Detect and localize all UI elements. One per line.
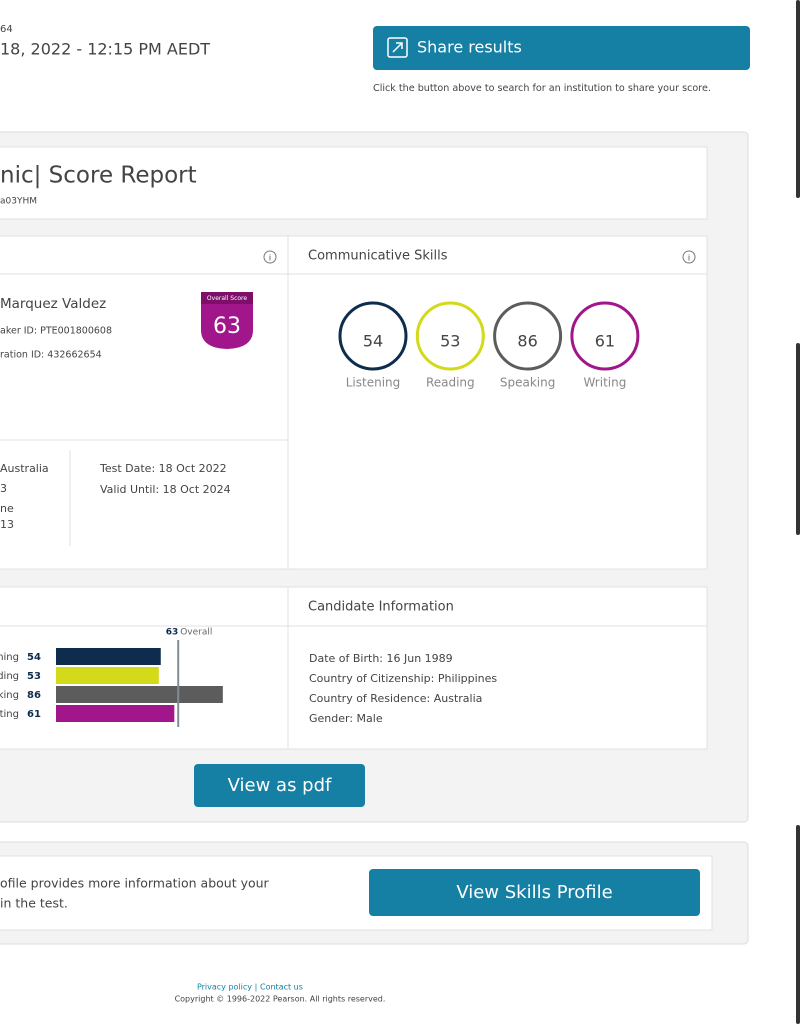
skill-name: Speaking: [500, 376, 555, 390]
skills-card: [287, 235, 708, 570]
skill-score: 86: [517, 332, 537, 351]
overall-value: 63: [166, 628, 179, 638]
bar: [56, 648, 161, 665]
skill-ring: [493, 301, 563, 371]
report-code: a03YHM: [0, 197, 37, 207]
bar: [56, 667, 159, 684]
bar-value: 54: [27, 652, 41, 663]
skill-name: Listening: [346, 376, 401, 390]
scrollbar[interactable]: [796, 825, 800, 1024]
title-box: [0, 146, 708, 220]
skill-ring: [338, 301, 408, 371]
badge-score: 63: [213, 314, 241, 339]
registration-id: ration ID: 432662654: [0, 350, 102, 361]
badge-top: [201, 292, 253, 304]
pdf-button[interactable]: [194, 764, 365, 807]
bar-label: king: [0, 690, 19, 701]
info-card: [287, 586, 708, 750]
info-title: Candidate Information: [308, 600, 454, 615]
bar-value: 61: [27, 709, 41, 720]
skill-score: 54: [363, 332, 383, 351]
datetime: 18, 2022 - 12:15 PM AEDT: [0, 40, 210, 59]
ref-fragment: 64: [0, 24, 13, 35]
skills-profile-button[interactable]: [369, 869, 700, 916]
skill-score: 61: [595, 332, 615, 351]
scrollbar[interactable]: [796, 0, 800, 198]
bar-label: ding: [0, 671, 19, 682]
footer-link[interactable]: Privacy policy: [197, 983, 252, 992]
profile-text: in the test.: [0, 896, 68, 911]
info-lines: Date of Birth: 16 Jun 1989 Country of Cit…: [309, 652, 497, 725]
bar-value: 53: [27, 671, 41, 682]
report-title: nic| Score Report: [0, 163, 197, 189]
test-taker-id: aker ID: PTE001800608: [0, 326, 112, 337]
skill-name: Reading: [426, 376, 475, 390]
bar-label: ning: [0, 652, 19, 663]
centre-line: Australia: [0, 462, 49, 475]
skill-ring: [570, 301, 640, 371]
info-line: Country of Citizenship: Philippines: [309, 672, 497, 685]
info-icon[interactable]: [263, 250, 277, 264]
skills-title: Communicative Skills: [308, 249, 448, 264]
copyright: Copyright © 1996-2022 Pearson. All right…: [175, 995, 386, 1004]
skill-ring: [415, 301, 485, 371]
pdf-button-label[interactable]: View as pdf: [228, 775, 332, 796]
info-line: Gender: Male: [309, 712, 383, 725]
bar-value: 86: [27, 690, 41, 701]
skill-name: Writing: [583, 376, 626, 390]
bar: [56, 686, 223, 703]
profile-text: ofile provides more information about yo…: [0, 876, 270, 891]
candidate-name: Marquez Valdez: [0, 296, 106, 312]
info-icon-mark: i: [269, 254, 271, 263]
info-icon[interactable]: [682, 250, 696, 264]
share-hint: Click the button above to search for an …: [373, 83, 711, 94]
info-line: Date of Birth: 16 Jun 1989: [309, 652, 453, 665]
centre-line: ne: [0, 502, 14, 515]
share-icon: [387, 37, 408, 58]
overall-badge: [201, 292, 253, 349]
centre-line: 13: [0, 518, 14, 531]
centre-line: 3: [0, 482, 7, 495]
score-chart: ning 54 ding 53 king 86 ting 61 63 Overall: [0, 628, 223, 727]
scrollbar[interactable]: [796, 343, 800, 535]
bar: [56, 705, 175, 722]
info-icon-mark: i: [688, 254, 690, 263]
skills-profile-button-label[interactable]: View Skills Profile: [456, 882, 612, 903]
info-line: Country of Residence: Australia: [309, 692, 482, 705]
skill-circles: 54 Listening 53 Reading 86 Speaking 61 Writing: [338, 301, 640, 390]
badge-label: Overall Score: [207, 295, 247, 302]
share-arrow: [392, 42, 403, 53]
bar-label: ting: [0, 709, 19, 720]
skill-score: 53: [440, 332, 460, 351]
overall-label: Overall: [180, 628, 212, 638]
test-date: Test Date: 18 Oct 2022: [99, 462, 227, 475]
footer-link[interactable]: Contact us: [260, 983, 303, 992]
footer-separator: |: [255, 983, 258, 992]
share-button-label[interactable]: Share results: [417, 38, 522, 57]
share-button[interactable]: [373, 26, 750, 70]
valid-until: Valid Until: 18 Oct 2024: [100, 483, 231, 496]
candidate-card: [0, 235, 289, 570]
